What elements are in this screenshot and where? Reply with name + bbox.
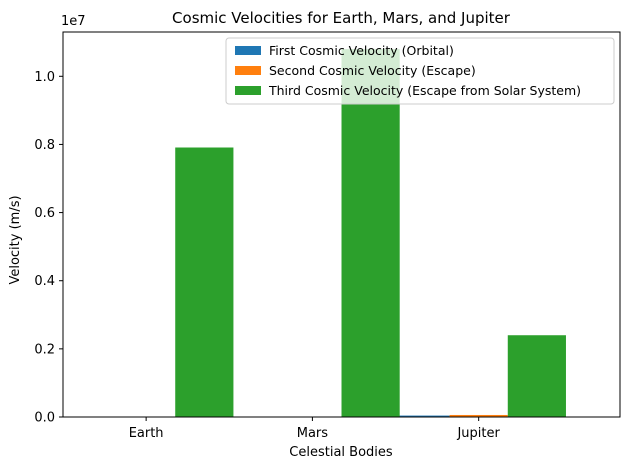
x-tick-label-earth: Earth [129, 426, 164, 441]
x-tick-label-jupiter: Jupiter [456, 426, 500, 441]
legend-box [225, 37, 615, 105]
legend-swatch [235, 66, 261, 75]
legend-swatch [235, 86, 261, 95]
y-tick-label: 0.4 [34, 274, 55, 289]
x-axis: Earth Mars Jupiter [129, 417, 501, 441]
y-tick-label: 0.8 [34, 138, 55, 153]
legend-label: Third Cosmic Velocity (Escape from Solar… [268, 83, 581, 98]
legend-label: First Cosmic Velocity (Orbital) [269, 43, 454, 58]
y-tick-label: 1.0 [34, 70, 55, 85]
y-tick-label: 0.6 [34, 206, 55, 221]
legend-label: Second Cosmic Velocity (Escape) [269, 63, 476, 78]
y-axis-scale-label: 1e7 [61, 14, 86, 29]
bars-group [58, 49, 566, 417]
x-tick-label-mars: Mars [297, 426, 329, 441]
bar-third-earth [175, 147, 234, 417]
legend: First Cosmic Velocity (Orbital) Second Co… [225, 37, 615, 105]
bar-third-mars [341, 49, 400, 417]
y-tick-label: 0.0 [34, 411, 55, 426]
plot-area-frame [62, 31, 621, 418]
x-axis-title: Celestial Bodies [289, 445, 393, 460]
bar-first-jupiter [391, 415, 450, 417]
chart-title: Cosmic Velocities for Earth, Mars, and J… [172, 9, 511, 27]
legend-swatch [235, 46, 261, 55]
bar-third-jupiter [507, 335, 566, 417]
y-tick-label: 0.2 [34, 342, 55, 357]
y-axis: 0.0 0.2 0.4 0.6 0.8 1.0 [34, 70, 63, 426]
bar-second-jupiter [449, 414, 508, 417]
y-axis-title: Velocity (m/s) [8, 195, 23, 284]
